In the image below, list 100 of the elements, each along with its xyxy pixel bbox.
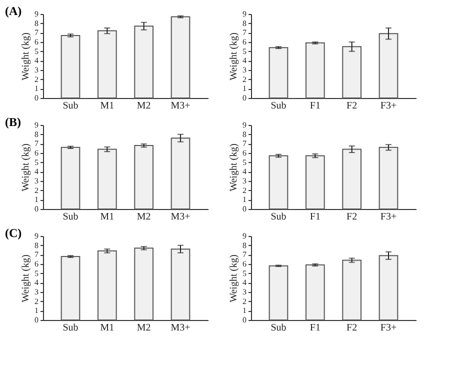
y-tick-label: 8 [242, 130, 246, 139]
x-tick-label: Sub [62, 322, 78, 334]
x-tick-label: M3+ [170, 212, 191, 222]
x-tick-label: Sub [270, 212, 286, 222]
y-tick-label: 3 [34, 288, 38, 296]
bar [268, 47, 288, 98]
y-tick-label: 5 [34, 158, 38, 167]
y-tick-label: 4 [34, 167, 38, 176]
x-tick-label: F2 [346, 322, 358, 334]
y-tick-label: 1 [242, 84, 246, 94]
y-tick-label: 0 [34, 204, 38, 214]
bar [342, 260, 362, 320]
y-tick-label: 7 [34, 139, 38, 148]
y-tick-label: 2 [242, 296, 246, 306]
y-tick-label: 9 [34, 120, 38, 130]
y-tick-label: 5 [242, 46, 246, 56]
y-axis-title: Weight (kg) [228, 254, 240, 302]
x-tick-label: M1 [100, 322, 114, 334]
y-tick-label: 3 [34, 66, 38, 74]
y-tick-label: 2 [242, 186, 246, 195]
chart-title: (A) [5, 4, 22, 18]
x-tick-label: M2 [136, 212, 151, 222]
y-tick-label: 9 [34, 232, 38, 240]
y-tick-label: 6 [34, 260, 38, 268]
y-tick-label: 5 [242, 158, 246, 167]
bar [98, 148, 117, 210]
y-tick-label: 4 [34, 278, 38, 288]
y-tick-label: 1 [242, 195, 246, 204]
y-tick-label: 8 [242, 18, 246, 28]
y-axis-title: Weight (kg) [20, 254, 32, 302]
x-tick-label: Sub [62, 212, 78, 222]
bar [378, 146, 398, 210]
y-tick-label: 5 [242, 268, 246, 278]
y-tick-label: 4 [242, 56, 246, 66]
y-tick-label: 3 [242, 66, 246, 74]
x-tick-label: M1 [100, 212, 114, 222]
x-tick-label: F3+ [380, 100, 397, 112]
y-tick-label: 0 [242, 94, 246, 102]
x-tick-label: M3+ [170, 100, 191, 112]
x-tick-label: F1 [310, 212, 320, 222]
y-tick-label: 0 [242, 316, 246, 324]
x-tick-label: F1 [310, 322, 320, 334]
y-tick-label: 8 [34, 18, 38, 28]
y-tick-label: 3 [242, 176, 246, 186]
y-tick-label: 0 [34, 316, 38, 324]
y-tick-label: 6 [34, 148, 38, 158]
y-tick-label: 2 [34, 186, 38, 195]
x-tick-label: F1 [310, 100, 320, 112]
y-tick-label: 8 [34, 240, 38, 250]
y-tick-label: 7 [34, 250, 38, 260]
y-tick-label: 9 [242, 120, 246, 130]
y-tick-label: 4 [34, 56, 38, 66]
y-tick-label: 1 [34, 306, 38, 316]
bar [170, 16, 190, 98]
bar [306, 264, 325, 320]
y-tick-label: 8 [242, 240, 246, 250]
bar [134, 145, 154, 210]
bar [268, 265, 288, 320]
y-tick-label: 1 [242, 306, 246, 316]
y-tick-label: 3 [34, 176, 38, 186]
y-tick-label: 6 [242, 38, 246, 46]
y-axis-title: Weight (kg) [228, 32, 240, 80]
y-axis-title: Weight (kg) [228, 144, 240, 192]
y-tick-label: 4 [242, 167, 246, 176]
y-tick-label: 5 [34, 268, 38, 278]
x-tick-label: M1 [100, 100, 114, 112]
bar [134, 26, 154, 98]
y-tick-label: 8 [34, 130, 38, 139]
y-tick-label: 9 [242, 10, 246, 18]
bar [98, 30, 117, 98]
y-tick-label: 7 [242, 139, 246, 148]
y-tick-label: 6 [242, 148, 246, 158]
bar [98, 250, 117, 320]
bar [306, 42, 325, 98]
y-tick-label: 9 [242, 232, 246, 240]
x-tick-label: M2 [136, 100, 151, 112]
x-tick-label: M2 [136, 322, 151, 334]
x-tick-label: Sub [62, 100, 78, 112]
y-tick-label: 7 [34, 28, 38, 38]
bar [170, 138, 190, 210]
bar [60, 146, 80, 210]
x-tick-label: Sub [270, 100, 286, 112]
y-tick-label: 7 [242, 28, 246, 38]
bar [306, 155, 325, 210]
bar [342, 148, 362, 210]
bar [134, 248, 154, 320]
bar [170, 248, 190, 320]
y-tick-label: 2 [34, 296, 38, 306]
y-tick-label: 4 [242, 278, 246, 288]
bar [60, 34, 80, 98]
x-tick-label: Sub [270, 322, 286, 334]
x-tick-label: F3+ [380, 322, 397, 334]
y-tick-label: 6 [242, 260, 246, 268]
x-tick-label: M3+ [170, 322, 191, 334]
x-tick-label: F2 [346, 212, 358, 222]
bar [378, 255, 398, 320]
y-tick-label: 2 [34, 74, 38, 84]
y-tick-label: 1 [34, 84, 38, 94]
y-axis-title: Weight (kg) [20, 144, 32, 192]
bar [60, 256, 80, 320]
